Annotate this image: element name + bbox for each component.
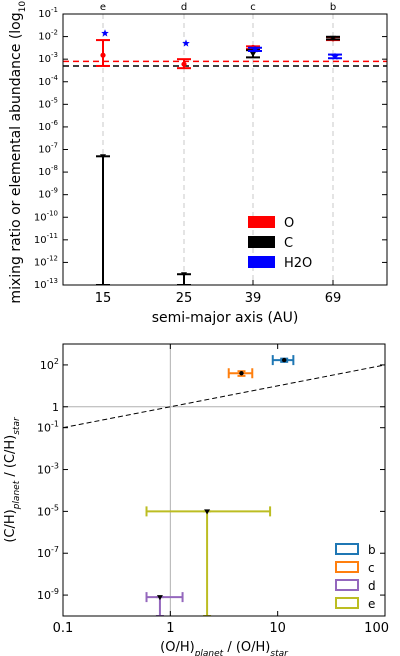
- x-axis-label: (O/H)planet / (O/H)star: [160, 640, 289, 656]
- y-tick-label: 10-5: [37, 503, 59, 518]
- y-tick-label: 10-6: [38, 119, 58, 133]
- x-tick-label: 100: [364, 621, 389, 636]
- planet-e: [145, 506, 272, 616]
- planet-b: [271, 355, 295, 366]
- c-point-39-marker: [250, 51, 256, 57]
- y-tick-label: 10-4: [38, 74, 58, 88]
- y-tick-label: 10-5: [38, 96, 58, 110]
- stellar-reference-lines: [63, 60, 387, 67]
- planet-label-b: b: [330, 2, 336, 13]
- planet-series: [145, 355, 295, 616]
- planet-b-marker: [281, 357, 287, 363]
- h2o-point-15-marker: [101, 29, 109, 37]
- y-tick-label: 10-3: [37, 462, 59, 477]
- x-tick-label: 0.1: [53, 621, 74, 636]
- planet-e-marker: [204, 509, 211, 515]
- y-tick-label: 10-9: [38, 187, 58, 201]
- y-axis-unit: (log: [8, 12, 24, 39]
- planet-d-marker: [156, 595, 163, 601]
- y-tick-label: 10-2: [38, 29, 58, 43]
- x-axis-label: semi-major axis (AU): [152, 310, 299, 326]
- y-tick-label: 10-11: [34, 232, 58, 246]
- x-axis-ticks: 0.1 1 10 100: [53, 344, 389, 636]
- legend-label-o: O: [284, 216, 294, 231]
- y-tick-label: 102: [40, 357, 59, 372]
- c-point-15-marker: [100, 154, 106, 160]
- legend-swatch-b: [335, 543, 359, 555]
- h2o-point-39-marker: [251, 45, 259, 53]
- abundance-chart: 10-1 10-2 10-3 10-4 10-5 10-6 10-7 10-8 10-9 10-1…: [8, 0, 388, 326]
- c-point-69-marker: [330, 35, 336, 41]
- o-point-15-marker: [100, 52, 106, 58]
- x-tick-label: 1: [166, 621, 174, 636]
- y-tick-label: 1: [52, 401, 59, 414]
- y-axis-label: (C/H)planet / (C/H)star: [3, 416, 22, 543]
- x-tick-label: 10: [269, 621, 286, 636]
- plot-frame: [62, 343, 386, 617]
- planet-label-c: c: [250, 2, 256, 13]
- legend-swatch-e: [335, 597, 359, 609]
- legend: OC H2O: [248, 216, 312, 271]
- category-gridlines: [102, 14, 334, 285]
- planet-c-marker: [239, 371, 244, 376]
- y-tick-label: 10-1: [38, 6, 58, 20]
- legend-swatch-c: [248, 236, 275, 248]
- legend-label-c: c: [368, 561, 375, 575]
- y-tick-label: 10-10: [34, 209, 58, 223]
- reference-lines: [63, 344, 385, 616]
- x-tick-label: 25: [176, 291, 193, 306]
- y-axis-label: mixing ratio or elemental abundance (log…: [8, 0, 28, 304]
- x-tick-label: 39: [245, 291, 262, 306]
- series-o: [96, 36, 340, 70]
- h2o-point-69-marker: [331, 52, 339, 60]
- x-axis-ticks: 15 25 39 69: [95, 280, 342, 306]
- planet-c: [227, 368, 254, 379]
- o-point-25-marker: [181, 61, 187, 67]
- y-axis-ticks: 10-1 10-2 10-3 10-4 10-5 10-6 10-7 10-8 10-9 10-1…: [34, 6, 387, 291]
- y-tick-label: 10-3: [38, 51, 58, 65]
- legend-label-c: C: [284, 236, 293, 251]
- y-tick-label: 10-7: [37, 545, 59, 560]
- planet-d: [145, 592, 184, 616]
- planet-label-e: e: [100, 2, 106, 13]
- y-axis-unit-end: ): [8, 0, 24, 1]
- y-axis-unit-sub: 10: [18, 1, 28, 13]
- legend-swatch-c: [335, 561, 359, 573]
- x-tick-label: 15: [95, 291, 112, 306]
- legend-label-b: b: [368, 543, 376, 557]
- y-tick-label: 10-8: [38, 164, 58, 178]
- legend-label-e: e: [368, 597, 375, 611]
- x-tick-label: 69: [325, 291, 342, 306]
- y-axis-ticks: 102 1 10-1 10-3 10-5 10-7 10-9: [37, 357, 385, 602]
- y-tick-label: 10-1: [37, 420, 59, 435]
- legend-label-d: d: [368, 579, 376, 593]
- abundance-series: [96, 29, 342, 285]
- h2o-point-25-marker: [182, 39, 190, 47]
- legend-label-h2o: H2O: [284, 256, 312, 271]
- one-to-one-line: [63, 364, 385, 429]
- y-tick-label: 10-13: [34, 277, 58, 291]
- legend-swatch-h2o: [248, 256, 275, 268]
- series-c: [96, 35, 340, 285]
- y-tick-label: 10-7: [38, 142, 58, 156]
- y-tick-label: 10-12: [34, 254, 58, 268]
- c-point-25-marker: [181, 272, 187, 278]
- legend-swatch-d: [335, 579, 359, 591]
- y-tick-label: 10-9: [37, 587, 59, 602]
- legend-swatch-o: [248, 216, 275, 228]
- planet-label-d: d: [181, 2, 187, 13]
- series-h2o: [101, 29, 342, 60]
